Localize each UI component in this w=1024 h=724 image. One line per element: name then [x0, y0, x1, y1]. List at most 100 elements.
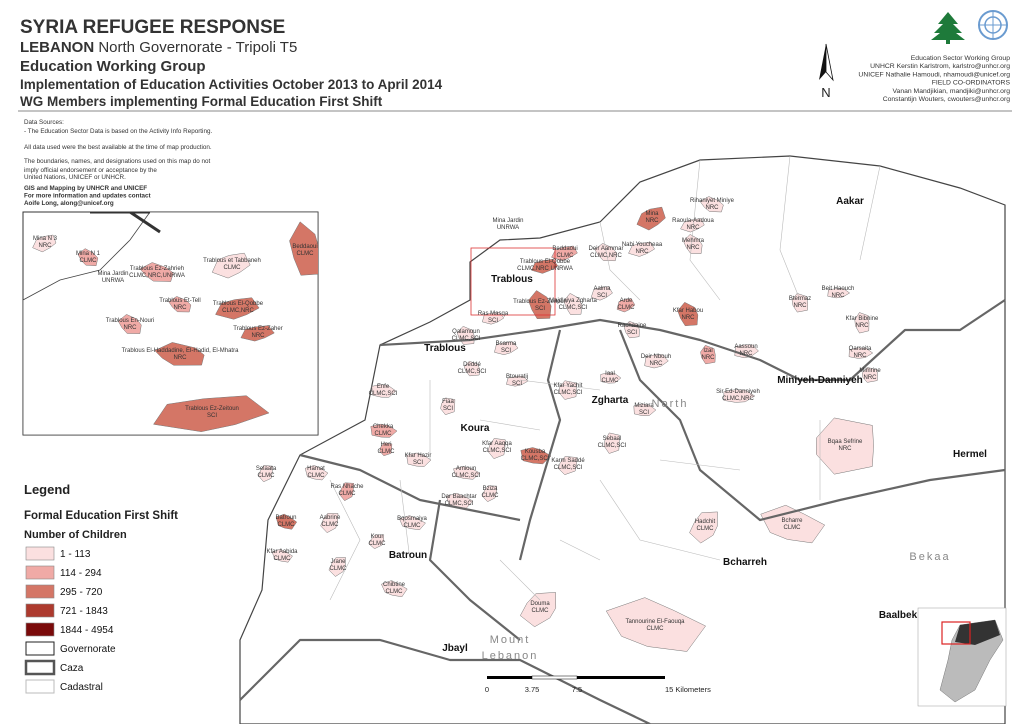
note-line: - The Education Sector Data is based on …: [24, 128, 212, 135]
country: LEBANON: [20, 39, 94, 56]
cadastral-area: [633, 403, 657, 416]
inset-area: [211, 252, 251, 279]
scale-label: 0: [485, 685, 489, 694]
place-name: Hadchit: [695, 519, 716, 525]
legend-swatch: [25, 565, 55, 580]
place-partner: SCI: [535, 306, 545, 312]
place-name: Bqosmaiya: [397, 516, 427, 522]
place-name: Karm Saddé: [551, 458, 585, 464]
place-name: Deir Nbouh: [641, 354, 671, 360]
place-name: Tannourine El-Faouqa: [625, 619, 685, 625]
north-arrow: N: [819, 43, 834, 100]
contact-line: FIELD CO-ORDINATORS: [932, 80, 1011, 87]
region-label: Trablous: [491, 274, 533, 285]
legend-label: 1 - 113: [60, 549, 91, 560]
north-label: N: [821, 85, 830, 100]
cadastral-area: [440, 397, 456, 415]
inset-area: [153, 395, 270, 432]
place-name: Trablous El-Qobbe: [520, 259, 571, 265]
inset-area: [139, 262, 174, 282]
cadastral-area: [699, 196, 724, 213]
place-partner: UNRWA: [497, 225, 519, 231]
place-name: Beit Haouch: [822, 286, 855, 292]
place-name: Enfe: [377, 384, 390, 390]
place-partner: SCI: [207, 413, 217, 419]
place-name: Ras Nhache: [330, 484, 364, 490]
cadastral-area: [506, 375, 529, 387]
region-label: Batroun: [389, 550, 427, 561]
place-name: Mina: [645, 211, 659, 217]
place-name: Raoula-Aadoua: [672, 218, 714, 224]
place-partner: CLMC: [556, 253, 574, 259]
place-partner: CLMC: [321, 522, 339, 528]
cadastral-area: [328, 557, 346, 577]
locator-map: [917, 607, 1007, 707]
inset-area: [117, 314, 142, 334]
cadastral-area: [381, 580, 408, 598]
place-partner: CLMC: [601, 378, 619, 384]
land: [239, 155, 1006, 724]
place-partner: CLMC: [296, 251, 314, 257]
region-label: Mount: [490, 634, 531, 646]
place-partner: NRC: [687, 245, 701, 251]
place-name: Trablous El-Haddadine, El-Hadid, El-Mhat…: [122, 348, 239, 354]
region-label: Miniyeh-Danniyeh: [777, 375, 863, 386]
place-name: Selaata: [256, 466, 277, 472]
contact-line: Education Sector Working Group: [911, 55, 1010, 62]
title: SYRIA REFUGEE RESPONSE: [20, 17, 285, 38]
place-name: Kfar Aaqqa: [482, 441, 512, 447]
legend-label: 1844 - 4954: [60, 625, 114, 636]
cadastral-area: [406, 452, 432, 467]
place-partner: CLMC,SCI: [452, 473, 481, 479]
place-partner: CLMC: [257, 473, 275, 479]
place-name: Batroun: [275, 515, 296, 521]
cadastral-area: [379, 442, 393, 457]
cadastral-area: [258, 465, 273, 483]
place-name: Trablous Et-Tell: [159, 298, 200, 304]
contact-line: Constantijn Wouters, cwouters@unhcr.org: [883, 96, 1011, 103]
cadastral-area: [644, 354, 669, 369]
cadastral-area: [563, 292, 583, 315]
subtitle: LEBANON North Governorate - Tripoli T5: [20, 39, 297, 56]
cadastral-lines: [329, 155, 881, 601]
cadastral-area: [487, 438, 506, 459]
place-partner: NRC: [174, 305, 188, 311]
region-label: Zgharta: [592, 395, 629, 406]
cadastral-area: [605, 597, 706, 652]
cadastral-area: [339, 482, 354, 502]
place-partner: NRC: [687, 225, 701, 231]
place-name: Trablous Ez-Zahrieh: [130, 266, 184, 272]
place-name: Qarsaita: [849, 346, 872, 352]
inset-area: [289, 221, 318, 276]
note-line: All data used were the best available at…: [24, 144, 212, 151]
legend-boundary-swatch: [25, 641, 55, 656]
cadastral-area: [494, 341, 519, 355]
cadastral-area: [594, 243, 618, 262]
place-partner: CLMC,NRC UNRWA: [517, 266, 573, 272]
place-name: Kfar Yachit: [554, 383, 583, 389]
place-name: Miziara: [634, 403, 654, 409]
place-partner: CLMC,NRC: [222, 308, 254, 314]
cadastral-area: [677, 301, 699, 327]
place-partner: NRC: [740, 351, 754, 357]
scale-label: 7.5: [572, 685, 582, 694]
place-name: Trablous En-Nouri: [106, 318, 154, 324]
place-name: Rihaniyet Miniye: [690, 198, 735, 204]
contact-line: UNHCR Kerstin Karlstrom, karlstro@unhcr.…: [870, 63, 1010, 70]
place-partner: CLMC: [273, 556, 291, 562]
place-partner: CLMC: [617, 305, 635, 311]
region-label: Koura: [461, 423, 490, 434]
note-line: United Nations, UNICEF or UNHCR.: [24, 174, 126, 181]
scale-label: 15 Kilometers: [665, 685, 711, 694]
un-logo: [978, 10, 1008, 40]
legend-boundary-swatch: [25, 679, 55, 694]
cadastral-area: [368, 534, 385, 549]
region-label: Bekaa: [909, 551, 950, 563]
place-partner: CLMC,SCI: [559, 305, 588, 311]
place-name: Bsarma: [496, 341, 517, 347]
place-partner: CLMC: [79, 258, 97, 264]
inset-area: [215, 297, 260, 320]
cadastral-area: [700, 344, 716, 365]
place-partner: CLMC: [277, 522, 295, 528]
cadastral-area: [370, 423, 398, 438]
